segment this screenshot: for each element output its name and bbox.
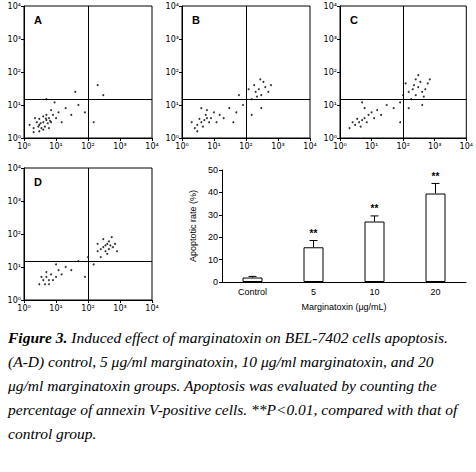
svg-text:10²: 10²	[81, 304, 94, 313]
svg-text:10⁰: 10⁰	[323, 133, 337, 143]
svg-text:10³: 10³	[8, 35, 21, 44]
svg-text:Apoptotic rate (%): Apoptotic rate (%)	[188, 190, 198, 262]
svg-text:10⁰: 10⁰	[165, 133, 179, 143]
svg-text:10¹: 10¹	[207, 142, 220, 151]
svg-text:10²: 10²	[81, 142, 94, 151]
svg-text:10²: 10²	[166, 68, 179, 77]
svg-text:A: A	[34, 14, 42, 26]
svg-text:**: **	[371, 203, 379, 214]
svg-text:10: 10	[208, 255, 218, 265]
svg-text:10³: 10³	[271, 142, 284, 151]
svg-text:D: D	[34, 176, 42, 188]
svg-text:10³: 10³	[324, 35, 337, 44]
svg-text:10⁰: 10⁰	[17, 304, 30, 313]
svg-text:10⁴: 10⁴	[303, 142, 316, 151]
svg-text:10: 10	[369, 287, 379, 297]
svg-text:10²: 10²	[324, 68, 337, 77]
svg-text:10¹: 10¹	[49, 304, 62, 313]
svg-text:10¹: 10¹	[8, 101, 21, 110]
svg-text:10⁴: 10⁴	[8, 164, 21, 173]
svg-text:10⁴: 10⁴	[145, 304, 158, 313]
svg-text:B: B	[192, 14, 200, 26]
svg-text:10⁰: 10⁰	[7, 133, 21, 143]
svg-text:10¹: 10¹	[365, 142, 378, 151]
svg-text:50: 50	[208, 165, 218, 175]
svg-text:10¹: 10¹	[166, 101, 179, 110]
svg-text:C: C	[350, 14, 358, 26]
svg-text:20: 20	[208, 232, 218, 242]
svg-text:Control: Control	[238, 287, 267, 297]
svg-text:0: 0	[213, 277, 218, 287]
svg-text:10²: 10²	[8, 68, 21, 77]
svg-text:5: 5	[311, 287, 316, 297]
svg-text:10³: 10³	[8, 197, 21, 206]
svg-text:10²: 10²	[239, 142, 252, 151]
svg-text:10⁰: 10⁰	[175, 142, 188, 151]
svg-text:10¹: 10¹	[324, 101, 337, 110]
svg-text:20: 20	[430, 287, 440, 297]
svg-text:40: 40	[208, 187, 218, 197]
svg-text:10³: 10³	[428, 142, 441, 151]
svg-text:10²: 10²	[396, 142, 409, 151]
svg-text:10³: 10³	[113, 304, 126, 313]
svg-text:**: **	[310, 228, 318, 239]
svg-text:10⁴: 10⁴	[460, 142, 473, 151]
svg-text:10²: 10²	[8, 230, 21, 239]
svg-text:30: 30	[208, 210, 218, 220]
svg-text:10³: 10³	[113, 142, 126, 151]
svg-text:10³: 10³	[166, 35, 179, 44]
svg-text:10⁴: 10⁴	[8, 2, 21, 11]
svg-text:10⁴: 10⁴	[166, 2, 179, 11]
svg-text:10¹: 10¹	[49, 142, 62, 151]
svg-text:10⁴: 10⁴	[145, 142, 158, 151]
svg-text:10⁰: 10⁰	[7, 295, 21, 305]
svg-text:10¹: 10¹	[8, 263, 21, 272]
html-text:Figure 3. Induced effect of ma: Figure 3. Induced effect of marginatoxin…	[8, 329, 458, 442]
svg-text:10⁰: 10⁰	[17, 142, 30, 151]
svg-text:**: **	[432, 171, 440, 182]
svg-text:10⁴: 10⁴	[324, 2, 337, 11]
svg-text:Marginatoxin (μg/mL): Marginatoxin (μg/mL)	[301, 302, 386, 312]
svg-text:10⁰: 10⁰	[333, 142, 346, 151]
